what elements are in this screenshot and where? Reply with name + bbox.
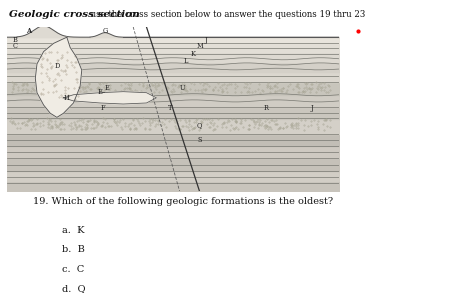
Text: T: T	[167, 104, 172, 112]
Text: G: G	[102, 28, 108, 36]
Text: F: F	[101, 104, 106, 112]
Text: use the cross section below to answer the questions 19 thru 23: use the cross section below to answer th…	[88, 10, 365, 19]
Text: 19. Which of the following geologic formations is the oldest?: 19. Which of the following geologic form…	[33, 197, 333, 206]
Text: K: K	[191, 50, 195, 58]
Text: B: B	[13, 36, 18, 44]
Text: J: J	[311, 104, 314, 112]
Polygon shape	[35, 37, 82, 117]
Text: Geologic cross section: Geologic cross section	[9, 10, 139, 19]
Text: C: C	[13, 42, 18, 51]
Text: R: R	[264, 104, 268, 112]
Text: Q: Q	[197, 122, 202, 129]
Text: a.  K: a. K	[62, 226, 84, 235]
Text: J: J	[205, 36, 208, 44]
Text: D: D	[54, 62, 60, 70]
Text: M: M	[196, 42, 203, 51]
Text: U: U	[180, 83, 186, 91]
Text: b.  B: b. B	[62, 245, 84, 254]
Text: d.  Q: d. Q	[62, 284, 85, 293]
Text: E: E	[104, 83, 109, 91]
Text: E–: E–	[98, 88, 106, 96]
Text: S: S	[197, 136, 202, 144]
Polygon shape	[64, 92, 156, 104]
Text: c.  C: c. C	[62, 265, 84, 274]
Text: H: H	[64, 94, 70, 102]
Text: A: A	[26, 27, 31, 35]
Text: L: L	[184, 57, 189, 65]
